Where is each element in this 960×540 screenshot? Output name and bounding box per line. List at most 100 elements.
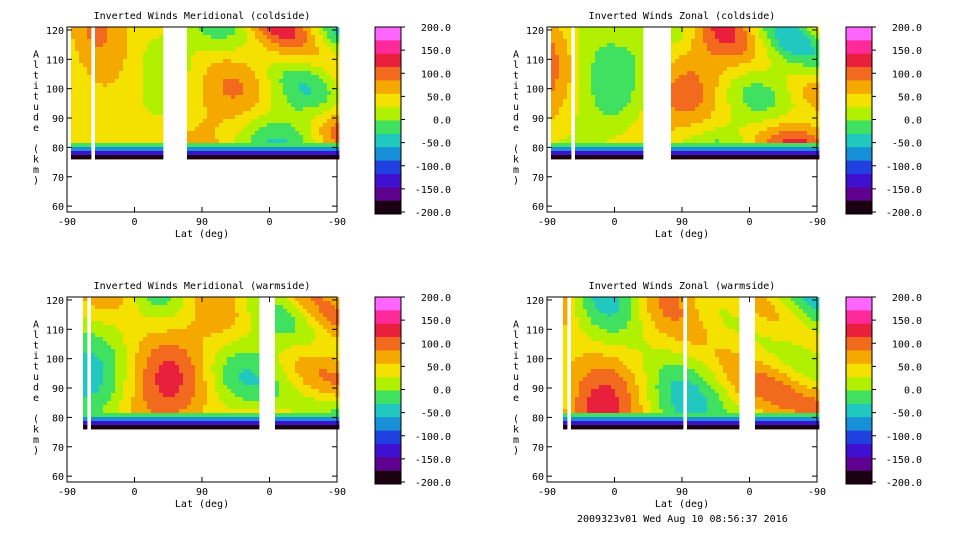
- contour-cell: [763, 47, 768, 52]
- contour-cell: [615, 123, 620, 128]
- contour-cell: [555, 95, 560, 100]
- contour-cell: [247, 305, 252, 310]
- contour-cell: [603, 55, 608, 60]
- contour-cell: [259, 43, 264, 48]
- contour-cell: [639, 27, 644, 32]
- contour-cell: [291, 35, 296, 40]
- contour-cell: [155, 313, 160, 318]
- contour-cell: [107, 135, 112, 140]
- contour-cell: [131, 59, 136, 64]
- contour-cell: [115, 151, 120, 156]
- contour-cell: [751, 135, 756, 140]
- contour-cell: [155, 309, 160, 314]
- contour-cell: [251, 321, 256, 326]
- contour-cell: [323, 43, 328, 48]
- contour-cell: [151, 317, 156, 322]
- contour-cell: [795, 147, 800, 152]
- contour-cell: [139, 309, 144, 314]
- contour-cell: [147, 63, 152, 68]
- contour-cell: [119, 79, 124, 84]
- contour-cell: [251, 309, 256, 314]
- contour-cell: [811, 135, 816, 140]
- contour-cell: [331, 337, 336, 342]
- contour-cell: [579, 119, 584, 124]
- contour-cell: [259, 59, 264, 64]
- contour-cell: [319, 305, 324, 310]
- contour-cell: [583, 131, 588, 136]
- colorbar-label: -200.0: [415, 208, 451, 219]
- contour-cell: [791, 91, 796, 96]
- contour-cell: [715, 59, 720, 64]
- contour-cell: [587, 143, 592, 148]
- contour-cell: [735, 51, 740, 56]
- contour-cell: [727, 119, 732, 124]
- contour-cell: [603, 135, 608, 140]
- contour-cell: [319, 127, 324, 132]
- contour-cell: [267, 155, 272, 160]
- contour-cell: [719, 155, 724, 160]
- contour-cell: [323, 143, 328, 148]
- contour-cell: [323, 35, 328, 40]
- contour-cell: [739, 151, 744, 156]
- contour-cell: [143, 301, 148, 306]
- contour-cell: [131, 75, 136, 80]
- contour-cell: [215, 309, 220, 314]
- contour-cell: [691, 115, 696, 120]
- contour-cell: [195, 67, 200, 72]
- contour-cell: [155, 123, 160, 128]
- contour-cell: [135, 151, 140, 156]
- contour-cell: [755, 31, 760, 36]
- contour-cell: [119, 139, 124, 144]
- colorbar-swatch: [375, 173, 401, 188]
- contour-cell: [75, 59, 80, 64]
- contour-cell: [235, 317, 240, 322]
- contour-cell: [623, 83, 628, 88]
- contour-cell: [307, 143, 312, 148]
- contour-cell: [123, 47, 128, 52]
- contour-cell: [119, 143, 124, 148]
- contour-cell: [147, 79, 152, 84]
- contour-cell: [71, 51, 76, 56]
- contour-cell: [283, 305, 288, 310]
- contour-cell: [119, 151, 124, 156]
- contour-cell: [307, 333, 312, 338]
- contour-cell: [611, 87, 616, 92]
- contour-cell: [747, 155, 752, 160]
- contour-cell: [771, 71, 776, 76]
- contour-cell: [611, 75, 616, 80]
- contour-cell: [319, 39, 324, 44]
- contour-cell: [623, 103, 628, 108]
- contour-cell: [267, 79, 272, 84]
- contour-cell: [771, 59, 776, 64]
- contour-cell: [143, 123, 148, 128]
- contour-cell: [575, 43, 580, 48]
- contour-cell: [75, 99, 80, 104]
- contour-cell: [255, 147, 260, 152]
- contour-cell: [563, 47, 568, 52]
- contour-cell: [259, 123, 264, 128]
- contour-cell: [279, 321, 284, 326]
- contour-cell: [727, 155, 732, 160]
- contour-cell: [219, 27, 224, 32]
- contour-cell: [267, 151, 272, 156]
- contour-cell: [319, 63, 324, 68]
- contour-cell: [211, 329, 216, 334]
- contour-cell: [623, 119, 628, 124]
- contour-cell: [227, 155, 232, 160]
- contour-cell: [739, 27, 744, 32]
- contour-cell: [627, 115, 632, 120]
- contour-cell: [639, 79, 644, 84]
- contour-cell: [275, 39, 280, 44]
- contour-cell: [275, 301, 280, 306]
- contour-cell: [243, 91, 248, 96]
- contour-cell: [707, 67, 712, 72]
- contour-cell: [139, 63, 144, 68]
- contour-cell: [207, 99, 212, 104]
- contour-cell: [111, 35, 116, 40]
- contour-cell: [271, 135, 276, 140]
- contour-cell: [759, 147, 764, 152]
- contour-cell: [291, 47, 296, 52]
- contour-cell: [147, 67, 152, 72]
- contour-cell: [71, 59, 76, 64]
- contour-cell: [323, 329, 328, 334]
